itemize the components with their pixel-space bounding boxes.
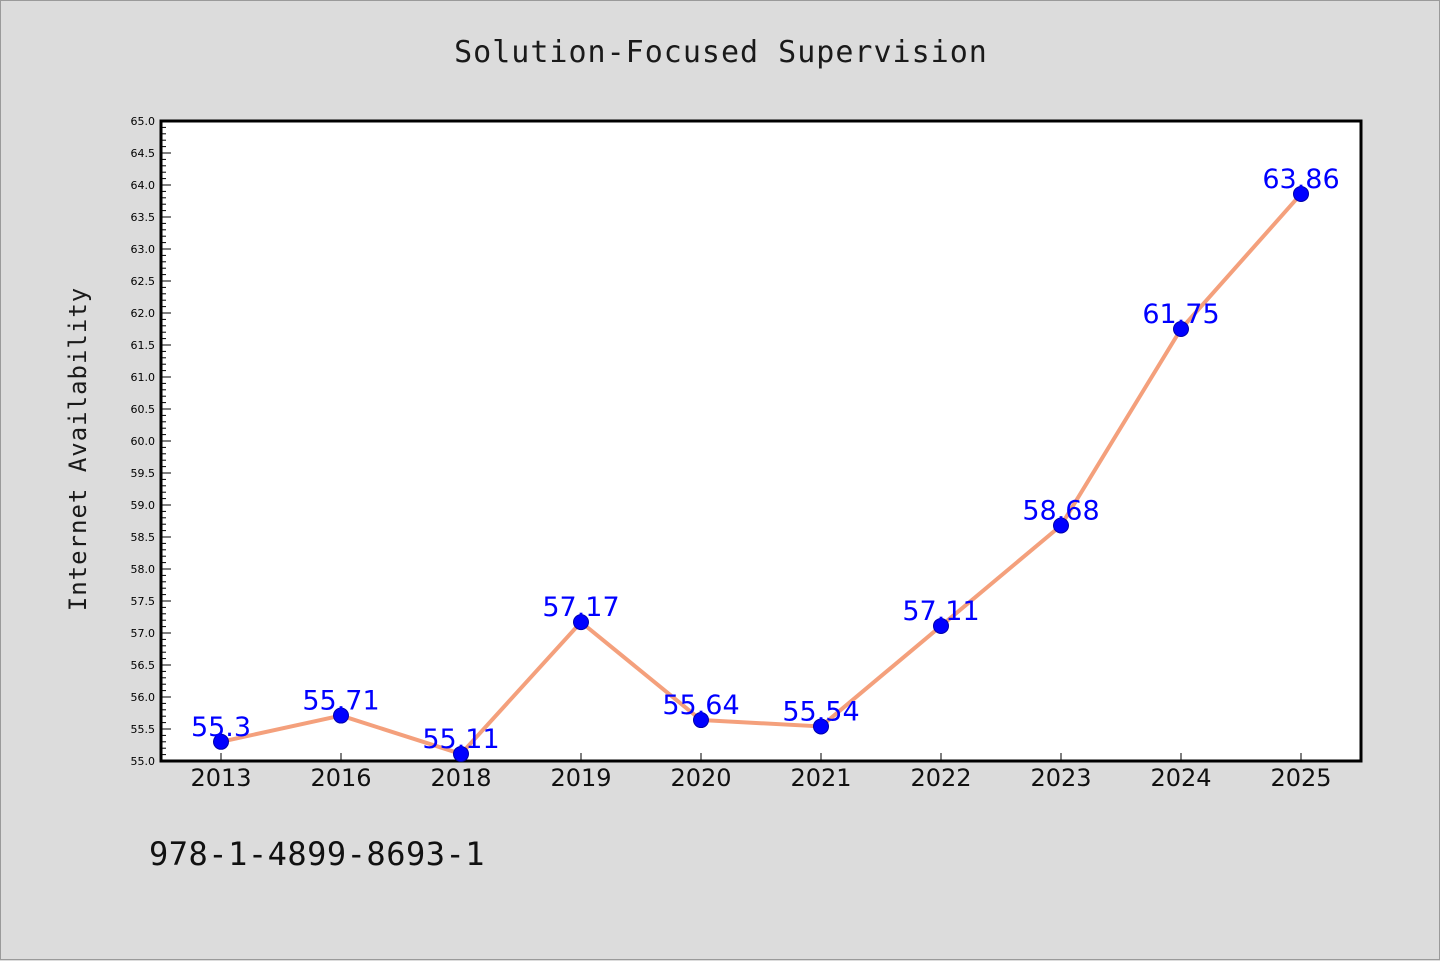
y-tick-label: 64.0: [131, 179, 156, 192]
y-tick-label: 60.0: [131, 435, 156, 448]
data-label: 55.71: [302, 686, 379, 717]
x-tick-label: 2024: [1150, 764, 1211, 792]
x-tick-label: 2018: [430, 764, 491, 792]
data-point-marker: [1173, 321, 1189, 337]
y-tick-label: 62.0: [131, 307, 156, 320]
y-tick-label: 58.0: [131, 563, 156, 576]
y-tick-label: 57.5: [131, 595, 156, 608]
data-point-marker: [453, 745, 469, 762]
y-tick-label: 61.0: [131, 371, 156, 384]
data-label: 55.54: [782, 696, 859, 727]
x-tick-label: 2025: [1270, 764, 1331, 792]
plot-area: [159, 119, 1363, 763]
y-tick-label: 61.5: [131, 339, 156, 352]
x-tick-label: 2023: [1030, 764, 1091, 792]
data-label: 55.64: [662, 690, 739, 721]
data-point-marker: [573, 614, 589, 631]
data-point-marker: [813, 718, 829, 735]
x-tick-label: 2013: [190, 764, 251, 792]
y-tick-label: 63.5: [131, 211, 156, 224]
y-tick-label: 64.5: [131, 147, 156, 160]
y-tick-label: 65.0: [131, 115, 156, 128]
y-tick-label: 55.0: [131, 755, 156, 768]
data-label: 57.17: [542, 592, 619, 623]
x-tick-label: 2022: [910, 764, 971, 792]
y-tick-label: 59.0: [131, 499, 156, 512]
y-tick-label: 63.0: [131, 243, 156, 256]
y-tick-label: 62.5: [131, 275, 156, 288]
y-tick-label: 55.5: [131, 723, 156, 736]
series-line: [219, 191, 1303, 756]
x-tick-label: 2016: [310, 764, 371, 792]
y-tick-label: 60.5: [131, 403, 156, 416]
data-point-marker: [1053, 517, 1069, 534]
y-tick-label: 59.5: [131, 467, 156, 480]
y-tick-label: 57.0: [131, 627, 156, 640]
data-label: 55.3: [191, 712, 251, 743]
data-point-marker: [333, 707, 349, 724]
chart-title: Solution-Focused Supervision: [454, 35, 988, 70]
data-point-marker: [1293, 185, 1309, 202]
x-tick-label: 2020: [670, 764, 731, 792]
data-label: 55.11: [422, 724, 499, 755]
data-label: 58.68: [1022, 495, 1099, 526]
data-label: 57.11: [902, 596, 979, 627]
data-label: 63.86: [1262, 164, 1339, 195]
data-label: 61.75: [1142, 299, 1219, 330]
footnote-isbn: 978-1-4899-8693-1: [149, 835, 486, 873]
data-point-marker: [933, 617, 949, 634]
y-tick-label: 58.5: [131, 531, 156, 544]
data-point-marker: [213, 733, 229, 750]
x-tick-label: 2019: [550, 764, 611, 792]
data-point-marker: [693, 712, 709, 729]
x-tick-label: 2021: [790, 764, 851, 792]
y-tick-label: 56.0: [131, 691, 156, 704]
y-tick-label: 56.5: [131, 659, 156, 672]
